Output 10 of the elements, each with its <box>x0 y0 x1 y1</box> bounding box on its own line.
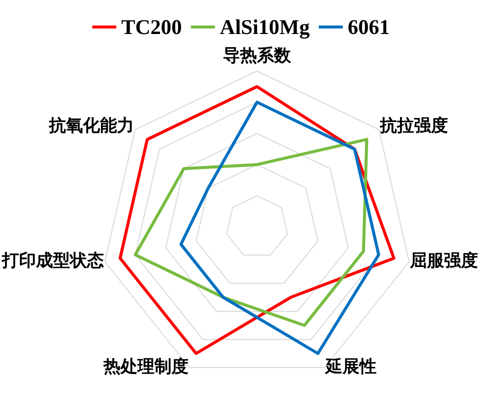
legend-label: AlSi10Mg <box>220 15 310 39</box>
category-label: 延展性 <box>326 357 377 376</box>
category-label: 导热系数 <box>223 46 291 65</box>
category-label: 抗拉强度 <box>380 116 448 136</box>
category-label: 打印成型状态 <box>2 251 104 270</box>
category-label: 屈服强度 <box>410 251 478 270</box>
legend-label: 6061 <box>348 15 390 39</box>
category-label: 热处理制度 <box>103 357 188 376</box>
category-label: 抗氧化能力 <box>49 116 134 136</box>
legend-label: TC200 <box>121 15 182 39</box>
